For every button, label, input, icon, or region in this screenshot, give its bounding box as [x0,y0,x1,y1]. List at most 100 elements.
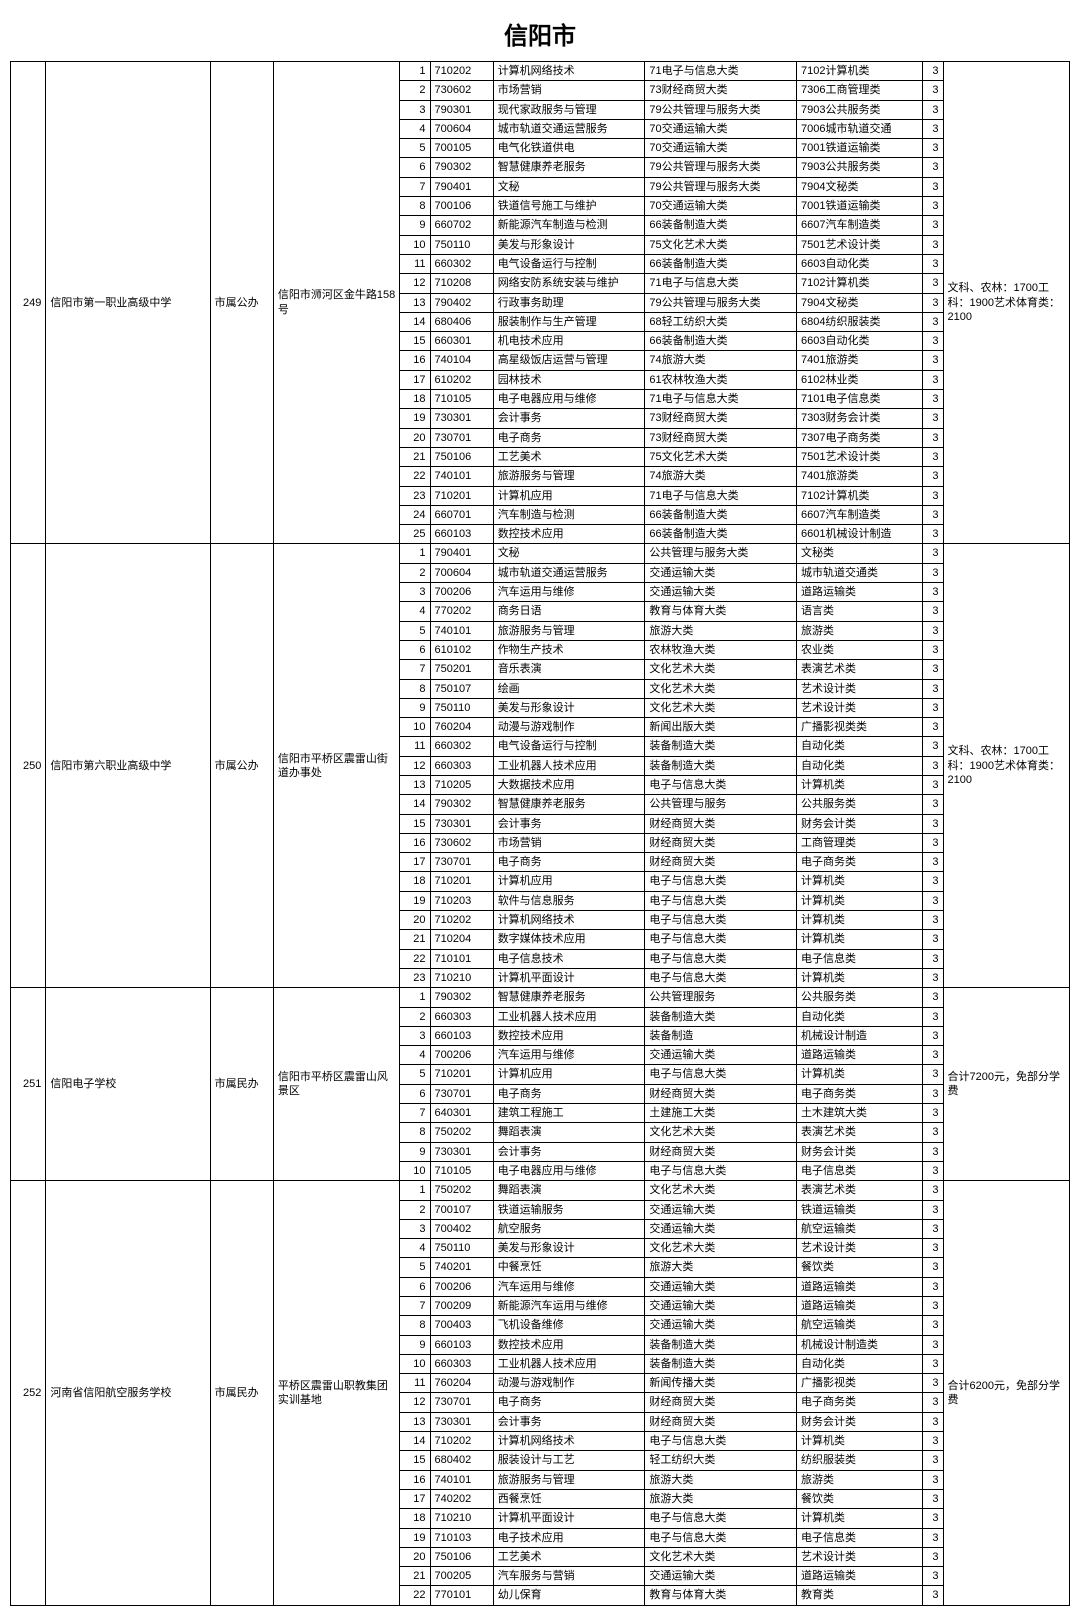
major-code: 710101 [430,949,493,968]
major-cat2: 机械设计制造 [796,1026,922,1045]
major-code: 610202 [430,370,493,389]
major-cat2: 7303财务会计类 [796,409,922,428]
major-name: 舞蹈表演 [493,1123,645,1142]
major-cat2: 旅游类 [796,621,922,640]
major-year: 3 [923,428,943,447]
major-cat2: 7401旅游类 [796,467,922,486]
major-cat2: 自动化类 [796,756,922,775]
major-cat2: 6804纺织服装类 [796,312,922,331]
major-name: 计算机应用 [493,486,645,505]
major-code: 730602 [430,833,493,852]
major-code: 750107 [430,679,493,698]
major-cat2: 财务会计类 [796,1412,922,1431]
major-cat1: 71电子与信息大类 [645,390,797,409]
major-cat2: 艺术设计类 [796,679,922,698]
major-year: 3 [923,505,943,524]
major-year: 3 [923,718,943,737]
major-cat2: 计算机类 [796,911,922,930]
major-cat2: 6603自动化类 [796,254,922,273]
major-cat1: 71电子与信息大类 [645,274,797,293]
major-cat1: 新闻出版大类 [645,718,797,737]
major-cat2: 7904文秘类 [796,177,922,196]
major-name: 汽车服务与营销 [493,1567,645,1586]
major-cat1: 交通运输大类 [645,563,797,582]
major-seq: 17 [400,1489,430,1508]
major-cat1: 73财经商贸大类 [645,409,797,428]
major-cat1: 66装备制造大类 [645,254,797,273]
major-year: 3 [923,332,943,351]
major-seq: 22 [400,1586,430,1605]
major-cat2: 7006城市轨道交通 [796,119,922,138]
major-name: 美发与形象设计 [493,1239,645,1258]
major-cat1: 71电子与信息大类 [645,486,797,505]
major-code: 710103 [430,1528,493,1547]
major-code: 790302 [430,795,493,814]
major-code: 730301 [430,1142,493,1161]
major-seq: 3 [400,1219,430,1238]
major-name: 电气设备运行与控制 [493,737,645,756]
major-cat2: 7306工商管理类 [796,81,922,100]
major-cat2: 广播影视类 [796,1374,922,1393]
major-seq: 2 [400,81,430,100]
major-code: 660103 [430,1026,493,1045]
major-code: 750201 [430,660,493,679]
major-cat2: 艺术设计类 [796,1547,922,1566]
major-cat2: 自动化类 [796,1354,922,1373]
major-cat1: 公共管理与服务大类 [645,544,797,563]
major-code: 740201 [430,1258,493,1277]
major-seq: 11 [400,254,430,273]
major-cat1: 电子与信息大类 [645,930,797,949]
major-cat2: 7001铁道运输类 [796,139,922,158]
major-year: 3 [923,1104,943,1123]
major-year: 3 [923,988,943,1007]
major-name: 计算机网络技术 [493,911,645,930]
major-cat1: 交通运输大类 [645,1567,797,1586]
school-id: 249 [11,62,46,544]
major-year: 3 [923,640,943,659]
major-code: 660303 [430,1354,493,1373]
major-year: 3 [923,1470,943,1489]
major-year: 3 [923,1374,943,1393]
major-cat1: 财经商贸大类 [645,853,797,872]
major-seq: 16 [400,351,430,370]
major-seq: 8 [400,1316,430,1335]
school-address: 信阳市平桥区震雷山街道办事处 [273,544,399,988]
major-cat2: 铁道运输类 [796,1200,922,1219]
school-id: 250 [11,544,46,988]
school-address: 信阳市平桥区震雷山风景区 [273,988,399,1181]
major-seq: 16 [400,1470,430,1489]
major-name: 计算机平面设计 [493,968,645,987]
major-cat2: 旅游类 [796,1470,922,1489]
major-code: 660103 [430,525,493,544]
major-name: 智慧健康养老服务 [493,158,645,177]
major-cat1: 文化艺术大类 [645,1181,797,1200]
major-code: 710202 [430,911,493,930]
major-cat2: 7102计算机类 [796,274,922,293]
major-code: 790301 [430,100,493,119]
major-seq: 2 [400,1007,430,1026]
major-name: 工业机器人技术应用 [493,1354,645,1373]
major-name: 电子电器应用与维修 [493,390,645,409]
major-name: 汽车制造与检测 [493,505,645,524]
major-code: 660702 [430,216,493,235]
major-cat1: 财经商贸大类 [645,833,797,852]
major-code: 710210 [430,968,493,987]
major-name: 智慧健康养老服务 [493,988,645,1007]
school-name: 信阳市第六职业高级中学 [46,544,210,988]
major-code: 730701 [430,428,493,447]
major-seq: 15 [400,332,430,351]
major-year: 3 [923,1277,943,1296]
major-code: 710203 [430,891,493,910]
major-year: 3 [923,1239,943,1258]
major-seq: 5 [400,621,430,640]
major-seq: 3 [400,100,430,119]
major-code: 750202 [430,1181,493,1200]
major-seq: 5 [400,1065,430,1084]
major-code: 750110 [430,698,493,717]
major-cat2: 道路运输类 [796,1046,922,1065]
major-seq: 23 [400,486,430,505]
major-code: 710201 [430,872,493,891]
major-seq: 11 [400,737,430,756]
school-note: 文科、农林：1700工科：1900艺术体育类：2100 [943,544,1069,988]
major-seq: 12 [400,756,430,775]
